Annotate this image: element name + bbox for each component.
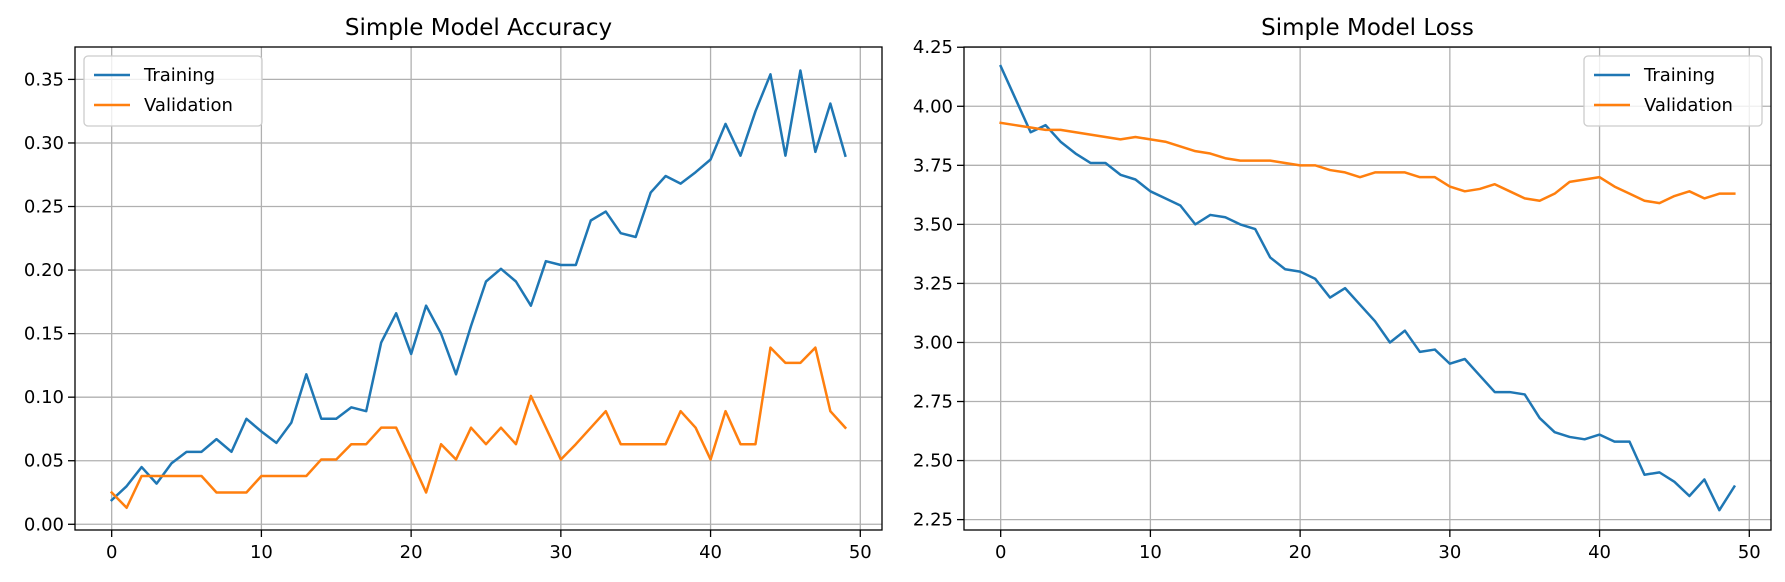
loss-x-tick-label-5: 50 bbox=[1738, 542, 1761, 563]
accuracy-x-tick-label-2: 20 bbox=[400, 542, 423, 563]
accuracy-y-tick-label-4: 0.20 bbox=[24, 260, 64, 281]
loss-y-tick-label-6: 3.75 bbox=[913, 155, 953, 176]
loss-y-tick-label-0: 2.25 bbox=[913, 510, 953, 531]
loss-y-tick-label-5: 3.50 bbox=[913, 214, 953, 235]
loss-y-tick-label-3: 3.00 bbox=[913, 332, 953, 353]
loss-x-tick-label-4: 40 bbox=[1588, 542, 1611, 563]
loss-series-validation-line bbox=[999, 121, 1736, 205]
loss-y-tick-label-8: 4.25 bbox=[913, 37, 953, 58]
loss-y-tick-label-1: 2.50 bbox=[913, 451, 953, 472]
accuracy-series-validation-line bbox=[109, 346, 848, 510]
loss-x-tick-label-2: 20 bbox=[1289, 542, 1312, 563]
loss-y-tick-label-4: 3.25 bbox=[913, 273, 953, 294]
accuracy-x-tick-label-0: 0 bbox=[106, 542, 117, 563]
accuracy-axes-frame bbox=[74, 46, 883, 531]
loss-legend-label-training: Training bbox=[1643, 65, 1715, 86]
accuracy-legend-label-validation: Validation bbox=[144, 95, 233, 116]
loss-series-training-line bbox=[999, 64, 1737, 512]
accuracy-legend-label-training: Training bbox=[143, 65, 215, 86]
loss-panel: Simple Model Loss 0 10 20 30 40 50 2.25 2.50 2.75… bbox=[913, 15, 1772, 563]
accuracy-panel: Simple Model Accuracy 0 10 20 30 40 50 0.00 0.05… bbox=[24, 15, 883, 563]
accuracy-x-tick-label-3: 30 bbox=[549, 542, 572, 563]
accuracy-x-tick-label-4: 40 bbox=[699, 542, 722, 563]
accuracy-y-tick-label-0: 0.00 bbox=[24, 514, 64, 535]
accuracy-y-tick-label-3: 0.15 bbox=[24, 324, 64, 345]
accuracy-chart-title: Simple Model Accuracy bbox=[345, 15, 612, 41]
accuracy-x-tick-label-5: 50 bbox=[849, 542, 872, 563]
accuracy-x-tick-label-1: 10 bbox=[250, 542, 273, 563]
accuracy-legend: Training Validation bbox=[83, 55, 263, 127]
accuracy-y-tick-label-2: 0.10 bbox=[24, 387, 64, 408]
accuracy-y-tick-label-6: 0.30 bbox=[24, 133, 64, 154]
loss-y-tick-label-7: 4.00 bbox=[913, 96, 953, 117]
loss-chart-title: Simple Model Loss bbox=[1261, 15, 1474, 41]
accuracy-y-tick-label-1: 0.05 bbox=[24, 451, 64, 472]
accuracy-legend-box bbox=[83, 55, 263, 127]
loss-x-tick-label-0: 0 bbox=[995, 542, 1006, 563]
loss-legend-box bbox=[1583, 55, 1763, 127]
loss-legend: Training Validation bbox=[1583, 55, 1763, 127]
loss-x-tick-label-1: 10 bbox=[1139, 542, 1162, 563]
accuracy-series-training-line bbox=[109, 69, 847, 502]
accuracy-y-tick-label-7: 0.35 bbox=[24, 69, 64, 90]
loss-axes-frame bbox=[963, 46, 1772, 531]
loss-y-tick-label-2: 2.75 bbox=[913, 392, 953, 413]
loss-legend-label-validation: Validation bbox=[1644, 95, 1733, 116]
loss-x-tick-label-3: 30 bbox=[1438, 542, 1461, 563]
accuracy-y-tick-label-5: 0.25 bbox=[24, 197, 64, 218]
